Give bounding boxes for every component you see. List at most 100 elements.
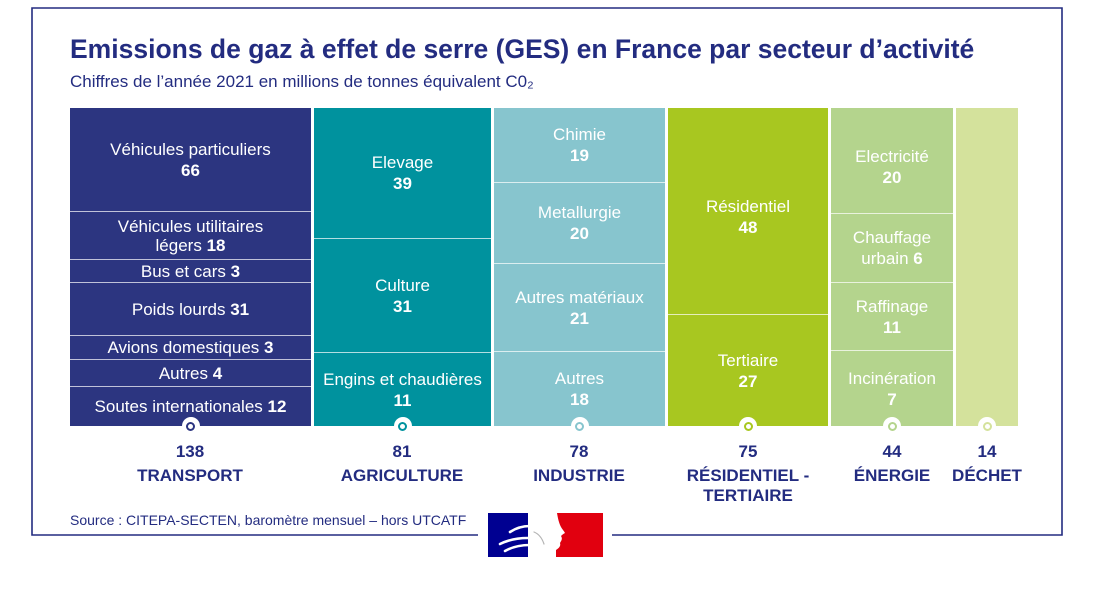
segment-soutes-internationales: Soutes internationales 12	[70, 386, 311, 426]
sector-footer-industrie: 78 INDUSTRIE	[499, 442, 659, 486]
sector-column-energie: Electricité 20 Chauffage urbain 6 Raffin…	[831, 108, 953, 435]
segment-value: 11	[883, 317, 901, 337]
source-note: Source : CITEPA-SECTEN, baromètre mensue…	[70, 512, 467, 528]
sector-footer-dechet: 14 DÉCHET	[907, 442, 1067, 486]
sector-footer-residentiel-tertiaire: 75 RÉSIDENTIEL - TERTIAIRE	[668, 442, 828, 506]
segment-label: Chimie	[553, 125, 606, 144]
segment-value: 12	[267, 397, 287, 416]
segment-value: 18	[206, 235, 226, 255]
segment-label: Elevage	[371, 153, 434, 172]
segment-bus-et-cars: Bus et cars 3	[70, 259, 311, 282]
segment-label: Engins et chaudières	[323, 369, 482, 389]
sector-column-residentiel-tertiaire: Résidentiel 48 Tertiaire 27	[668, 108, 828, 435]
segment-value: 21	[570, 308, 589, 328]
segment-value: 66	[181, 160, 200, 180]
segment-value: 6	[913, 249, 923, 268]
segment-elevage: Elevage 39	[314, 108, 491, 238]
segment-value: 7	[887, 389, 897, 409]
circle-marker-icon	[181, 417, 200, 435]
segment-chimie: Chimie 19	[494, 108, 665, 182]
segment-electricite: Electricité 20	[831, 108, 953, 213]
circle-marker-ring	[982, 421, 992, 431]
segment-label: Metallurgie	[537, 203, 622, 222]
sector-column-dechet	[956, 108, 1018, 435]
segment-autres-materiaux: Autres matériaux 21	[494, 263, 665, 351]
segment-label: Chauffage urbain	[852, 228, 932, 268]
segment-value: 3	[264, 338, 274, 357]
sector-total: 138	[175, 442, 205, 461]
marianne-logo	[488, 513, 603, 557]
segment-label: Poids lourds	[131, 299, 226, 319]
circle-marker-icon	[883, 417, 901, 435]
segment-value: 48	[738, 218, 758, 237]
segment-value: 39	[393, 174, 412, 193]
segment-chauffage-urbain: Chauffage urbain 6	[831, 213, 953, 282]
segment-label: Tertiaire	[717, 350, 779, 370]
circle-marker-icon	[739, 417, 757, 435]
sector-total: 78	[569, 442, 589, 461]
sector-footer-transport: 138 TRANSPORT	[110, 442, 270, 486]
chart-title: Emissions de gaz à effet de serre (GES) …	[70, 34, 975, 64]
sector-footer-agriculture: 81 AGRICULTURE	[322, 442, 482, 486]
sector-name: RÉSIDENTIEL - TERTIAIRE	[686, 466, 810, 505]
sector-name: INDUSTRIE	[533, 466, 625, 485]
segment-raffinage: Raffinage 11	[831, 282, 953, 350]
segment-incineration: Incinération 7	[831, 350, 953, 426]
segment-value: 31	[393, 296, 412, 316]
segment-vehicules-particuliers: Véhicules particuliers 66	[70, 108, 311, 211]
circle-marker-ring	[575, 421, 584, 431]
circle-marker-ring	[186, 421, 195, 431]
segment-residentiel: Résidentiel 48	[668, 108, 828, 314]
sector-total: 44	[882, 442, 902, 461]
circle-marker-ring	[887, 421, 897, 431]
segment-culture: Culture 31	[314, 238, 491, 352]
segment-label: Autres	[554, 369, 605, 388]
segment-value: 3	[230, 261, 241, 281]
segment-label: Culture	[375, 275, 430, 295]
circle-marker-ring	[743, 421, 753, 431]
segment-engins-et-chaudieres: Engins et chaudières 11	[314, 352, 491, 426]
segment-autres-industrie: Autres 18	[494, 351, 665, 426]
sector-name: ÉNERGIE	[853, 466, 931, 485]
segment-avions-domestiques: Avions domestiques 3	[70, 335, 311, 359]
segment-label: Avions domestiques	[107, 338, 260, 357]
segment-value: 31	[230, 299, 250, 319]
sector-total: 14	[977, 442, 997, 461]
segment-label: Véhicules particuliers	[110, 139, 271, 159]
segment-poids-lourds: Poids lourds 31	[70, 282, 311, 335]
sector-total: 75	[738, 442, 758, 461]
circle-marker-ring	[398, 421, 407, 431]
segment-value: 27	[738, 371, 758, 391]
segment-value: 19	[570, 146, 589, 165]
segment-label: Soutes internationales	[94, 397, 263, 416]
segment-vehicules-utilitaires-legers: Véhicules utilitaires légers 18	[70, 211, 311, 259]
segment-label: Raffinage	[855, 296, 929, 316]
segment-autres-transport: Autres 4	[70, 359, 311, 386]
sector-name: AGRICULTURE	[340, 466, 464, 485]
segment-value: 20	[570, 224, 589, 243]
segment-label: Autres	[158, 363, 208, 383]
segment-value: 11	[393, 390, 412, 410]
sector-total: 81	[392, 442, 412, 461]
segment-value: 20	[882, 167, 902, 187]
circle-marker-icon	[570, 417, 589, 435]
sector-column-transport: Véhicules particuliers 66 Véhicules util…	[70, 108, 311, 435]
segment-value: 4	[212, 363, 223, 383]
segment-tertiaire: Tertiaire 27	[668, 314, 828, 426]
chart-subtitle: Chiffres de l’année 2021 en millions de …	[70, 72, 534, 91]
segment-label: Bus et cars	[140, 261, 226, 281]
segment-label: Electricité	[855, 146, 929, 166]
sector-column-agriculture: Elevage 39 Culture 31 Engins et chaudièr…	[314, 108, 491, 435]
segment-label: Incinération	[848, 368, 936, 388]
circle-marker-icon	[393, 417, 412, 435]
sector-column-industrie: Chimie 19 Metallurgie 20 Autres matériau…	[494, 108, 665, 435]
segment-label: Autres matériaux	[515, 287, 644, 307]
segment-label: Véhicules utilitaires légers	[117, 216, 264, 255]
segment-metallurgie: Metallurgie 20	[494, 182, 665, 263]
segment-value: 18	[570, 390, 589, 409]
circle-marker-icon	[978, 417, 996, 435]
sector-footer-energie: 44 ÉNERGIE	[812, 442, 972, 486]
sector-name: DÉCHET	[952, 466, 1022, 485]
